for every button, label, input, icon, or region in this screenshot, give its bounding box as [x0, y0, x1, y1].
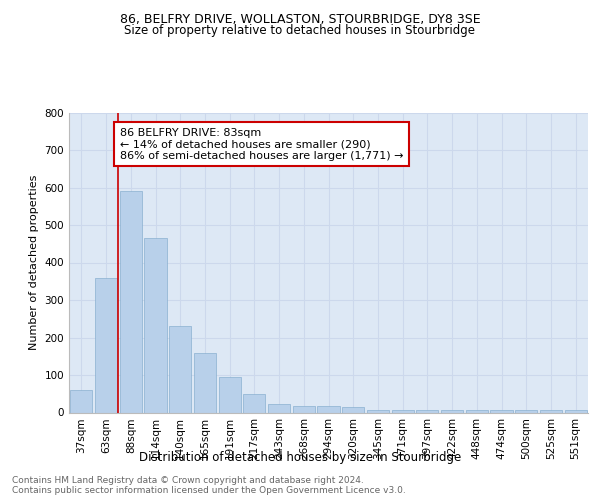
Bar [194, 352, 216, 412]
Bar [515, 410, 538, 412]
Text: 86 BELFRY DRIVE: 83sqm
← 14% of detached houses are smaller (290)
86% of semi-de: 86 BELFRY DRIVE: 83sqm ← 14% of detached… [119, 128, 403, 160]
Text: Contains HM Land Registry data © Crown copyright and database right 2024.
Contai: Contains HM Land Registry data © Crown c… [12, 476, 406, 495]
Bar [268, 404, 290, 412]
Bar [95, 278, 117, 412]
Bar [392, 410, 414, 412]
Bar [169, 326, 191, 412]
Bar [145, 238, 167, 412]
Bar [243, 394, 265, 412]
Bar [490, 410, 512, 412]
Bar [540, 410, 562, 412]
Bar [565, 410, 587, 412]
Bar [466, 410, 488, 412]
Text: 86, BELFRY DRIVE, WOLLASTON, STOURBRIDGE, DY8 3SE: 86, BELFRY DRIVE, WOLLASTON, STOURBRIDGE… [119, 12, 481, 26]
Bar [70, 390, 92, 412]
Text: Distribution of detached houses by size in Stourbridge: Distribution of detached houses by size … [139, 451, 461, 464]
Bar [218, 377, 241, 412]
Bar [119, 191, 142, 412]
Bar [293, 406, 315, 412]
Text: Size of property relative to detached houses in Stourbridge: Size of property relative to detached ho… [125, 24, 476, 37]
Y-axis label: Number of detached properties: Number of detached properties [29, 175, 39, 350]
Bar [317, 406, 340, 412]
Bar [367, 410, 389, 412]
Bar [416, 410, 439, 412]
Bar [441, 410, 463, 412]
Bar [342, 407, 364, 412]
